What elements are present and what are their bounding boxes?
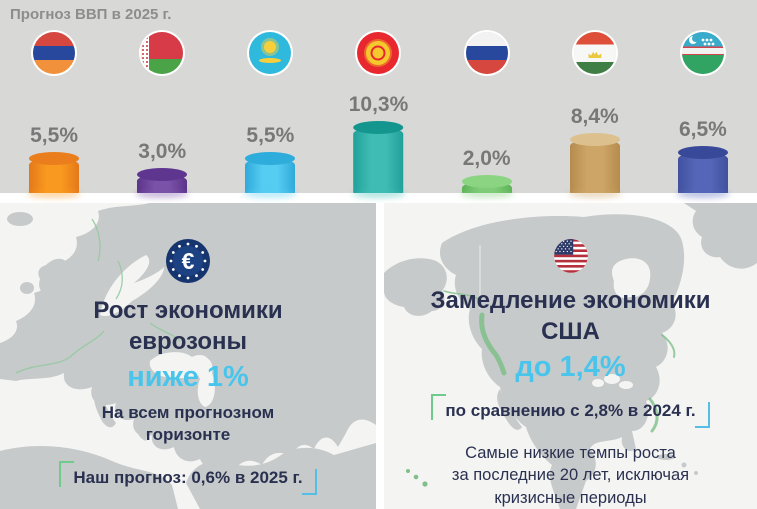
usa-flag-icon (553, 239, 588, 273)
svg-text:€: € (182, 248, 195, 274)
chart-column: 2,0% (433, 0, 541, 203)
eurozone-heading: Рост экономики еврозоны (93, 297, 283, 356)
usa-note: Самые низкие темпы роста за последние 20… (451, 444, 690, 507)
eurozone-subtext: На всем прогнозном горизонте (101, 403, 275, 444)
bar-reflection (351, 190, 406, 198)
bar-value-label: 3,0% (138, 140, 187, 163)
bar-cylinder (569, 133, 620, 199)
usa-panel: Замедление экономики США до 1,4% по срав… (384, 203, 757, 509)
gdp-forecast-chart: Прогноз ВВП в 2025 г. 5,5% 3,0% 5,5 (0, 0, 757, 203)
bar-reflection (675, 190, 730, 198)
eu-euro-icon: € (166, 239, 210, 283)
bar-reflection (567, 190, 622, 198)
flag-belarus-icon (141, 32, 184, 74)
flag-armenia-icon (33, 32, 76, 74)
chart-column: 8,4% (541, 0, 649, 203)
chart-column: 5,5% (0, 0, 108, 203)
chart-column: 5,5% (216, 0, 324, 203)
flag-kyrgyzstan-icon (357, 32, 400, 74)
bar-value-label: 2,0% (462, 147, 511, 170)
page-title: Прогноз ВВП в 2025 г. (10, 6, 172, 23)
bar-reflection (459, 190, 514, 198)
bar-cylinder (245, 152, 296, 199)
bar-cylinder (353, 121, 404, 199)
bar-value-label: 8,4% (570, 105, 619, 128)
eurozone-highlight: ниже 1% (127, 361, 249, 394)
flag-tajikistan-icon (573, 32, 616, 74)
north-america-map (384, 203, 757, 509)
flag-uzbekistan-icon (681, 32, 724, 74)
eurozone-panel: € Рост экономики еврозоны ниже 1% На все… (0, 203, 376, 509)
bar-value-label: 5,5% (30, 124, 78, 147)
eurozone-forecast-callout: Наш прогноз: 0,6% в 2025 г. (59, 460, 317, 495)
bar-cylinder (677, 146, 728, 199)
chart-column: 3,0% (108, 0, 216, 203)
usa-highlight: до 1,4% (515, 351, 626, 384)
flag-russia-icon (465, 32, 508, 74)
chart-columns: 5,5% 3,0% 5,5% (0, 0, 757, 203)
usa-comparison-callout: по сравнению с 2,8% в 2024 г. (431, 394, 710, 429)
bar-value-label: 5,5% (246, 124, 295, 147)
chart-column: 10,3% (324, 0, 432, 203)
flag-kazakhstan-icon (249, 32, 292, 74)
bar-value-label: 10,3% (348, 93, 409, 116)
divider-band (0, 190, 757, 203)
bar-reflection (27, 190, 82, 198)
chart-column: 6,5% (649, 0, 757, 203)
bar-reflection (135, 190, 190, 198)
bar-value-label: 6,5% (678, 118, 727, 141)
bar-reflection (243, 190, 298, 198)
usa-heading: Замедление экономики США (430, 286, 711, 346)
bar-cylinder (29, 152, 80, 199)
